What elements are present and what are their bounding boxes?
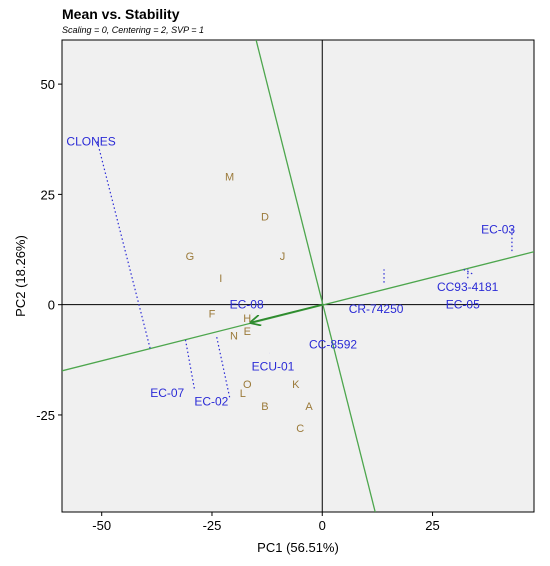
environment-projection-line <box>184 339 195 389</box>
genotype-label: C <box>296 423 304 435</box>
genotype-label: J <box>280 251 286 263</box>
y-tick-label: 50 <box>41 77 55 92</box>
genotype-label: L <box>240 388 246 400</box>
environment-label: CC93-4181 <box>437 280 499 294</box>
environment-projection-line <box>463 268 473 275</box>
genotype-label: H <box>243 313 251 325</box>
stability-axis-line <box>255 40 376 512</box>
chart-title: Mean vs. Stability <box>62 6 180 22</box>
genotype-label: M <box>225 172 234 184</box>
plot-area <box>61 39 535 513</box>
environment-label: EC-02 <box>194 395 228 409</box>
chart-subtitle: Scaling = 0, Centering = 2, SVP = 1 <box>62 25 205 35</box>
genotype-label: N <box>230 331 238 343</box>
genotype-label: O <box>243 379 252 391</box>
genotype-label: E <box>244 326 251 338</box>
environment-label: EC-03 <box>481 223 515 237</box>
y-tick-label: -25 <box>36 408 55 423</box>
environment-label: EC-07 <box>150 386 184 400</box>
x-axis-label: PC1 (56.51%) <box>257 540 339 555</box>
environment-label: CR-74250 <box>349 302 404 316</box>
average-environment-arrow <box>252 303 323 323</box>
environment-label: EC-05 <box>446 298 480 312</box>
genotype-label: D <box>261 211 269 223</box>
y-axis-label: PC2 (18.26%) <box>13 235 28 317</box>
genotype-label: I <box>219 273 222 285</box>
genotype-label: K <box>292 379 300 391</box>
genotype-label: G <box>186 251 195 263</box>
environment-projection-line <box>215 335 231 398</box>
environment-label: EC-08 <box>230 298 264 312</box>
x-tick-label: 25 <box>425 518 439 533</box>
y-tick-label: 0 <box>48 298 55 313</box>
x-tick-label: -25 <box>203 518 222 533</box>
genotype-label: B <box>261 401 268 413</box>
y-tick-label: 25 <box>41 187 55 202</box>
environment-label: ECU-01 <box>252 359 295 373</box>
x-tick-label: -50 <box>92 518 111 533</box>
environment-label: CLONES <box>66 134 115 148</box>
environment-label: CC-8592 <box>309 337 357 351</box>
x-tick-label: 0 <box>319 518 326 533</box>
genotype-label: A <box>305 401 313 413</box>
genotype-label: F <box>209 308 216 320</box>
